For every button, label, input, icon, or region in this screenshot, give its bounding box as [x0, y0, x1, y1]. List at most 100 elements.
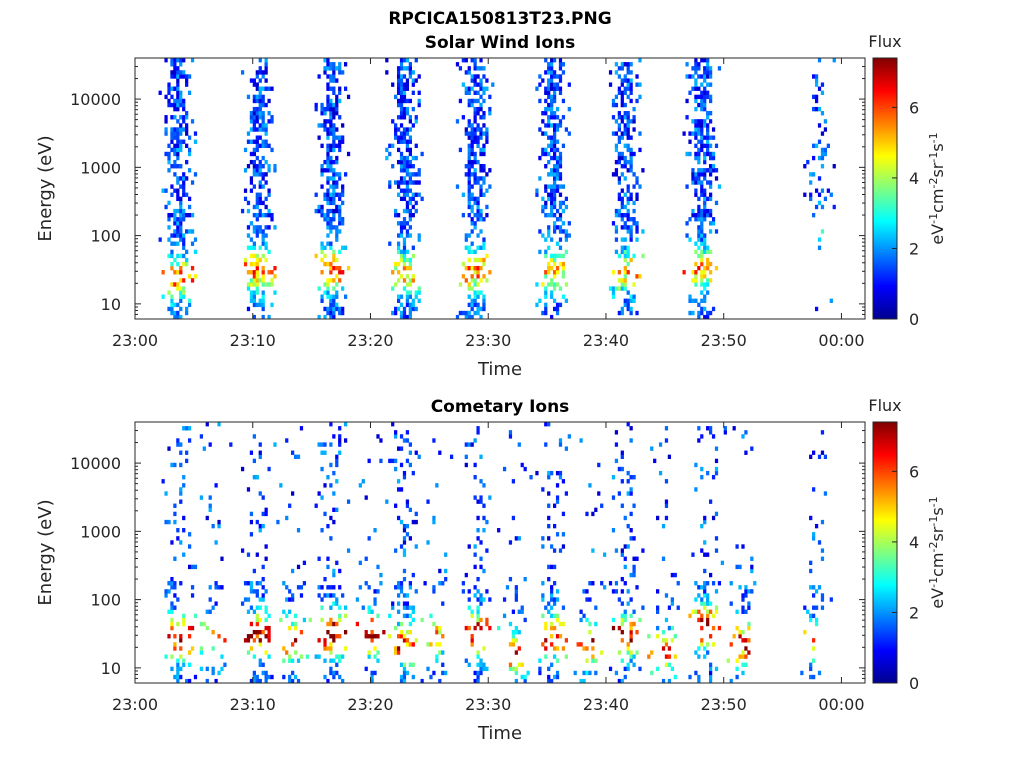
spectrogram-cell: [411, 617, 415, 623]
spectrogram-cell: [538, 74, 542, 79]
spectrogram-cell: [170, 249, 174, 255]
spectrogram-cell: [329, 78, 333, 83]
spectrogram-cell: [697, 74, 701, 79]
spectrogram-cell: [552, 135, 557, 140]
spectrogram-cell: [270, 147, 274, 153]
spectrogram-cell: [373, 589, 377, 594]
spectrogram-cell: [706, 123, 710, 128]
spectrogram-cell: [417, 286, 421, 291]
spectrogram-cell: [326, 261, 330, 267]
spectrogram-cell: [735, 609, 739, 614]
spectrogram-cell: [555, 115, 560, 120]
spectrogram-cell: [623, 270, 627, 275]
spectrogram-cell: [706, 62, 710, 67]
spectrogram-cell: [270, 86, 274, 91]
spectrogram-cell: [323, 282, 327, 287]
spectrogram-cell: [367, 609, 371, 614]
spectrogram-cell: [332, 257, 336, 263]
spectrogram-cell: [264, 196, 268, 202]
spectrogram-cell: [343, 62, 348, 67]
spectrogram-cell: [273, 442, 277, 447]
spectrogram-cell: [473, 139, 477, 144]
spectrogram-cell: [249, 78, 254, 83]
spectrogram-cell: [405, 172, 410, 177]
spectrogram-cell: [547, 66, 551, 71]
spectrogram-cell: [470, 306, 474, 312]
spectrogram-cell: [329, 143, 333, 149]
spectrogram-cell: [182, 180, 186, 185]
spectrogram-cell: [332, 74, 336, 79]
spectrogram-cell: [814, 106, 819, 112]
spectrogram-cell: [402, 164, 407, 169]
spectrogram-cell: [164, 654, 168, 659]
spectrogram-cell: [332, 66, 336, 71]
spectrogram-cell: [467, 172, 471, 177]
spectrogram-cell: [470, 274, 474, 279]
spectrogram-cell: [267, 119, 271, 124]
spectrogram-cell: [170, 282, 174, 287]
spectrogram-cell: [332, 200, 336, 206]
spectrogram-cell: [470, 196, 474, 202]
spectrogram-cell: [255, 111, 259, 116]
spectrogram-cell: [394, 265, 398, 271]
spectrogram-cell: [343, 294, 348, 299]
spectrogram-cell: [476, 670, 480, 676]
spectrogram-cell: [611, 617, 616, 623]
spectrogram-cell: [667, 662, 672, 667]
spectrogram-cell: [405, 458, 410, 464]
spectrogram-cell: [408, 115, 412, 120]
spectrogram-cell: [703, 237, 707, 242]
spectrogram-cell: [402, 662, 407, 667]
spectrogram-cell: [217, 634, 221, 639]
spectrogram-cell: [182, 286, 186, 291]
spectrogram-cell: [706, 581, 710, 586]
spectrogram-cell: [620, 188, 624, 193]
spectrogram-cell: [623, 143, 627, 149]
spectrogram-cell: [182, 528, 186, 533]
spectrogram-cell: [326, 119, 330, 124]
spectrogram-cell: [326, 180, 330, 185]
spectrogram-cell: [176, 662, 180, 667]
spectrogram-cell: [255, 270, 259, 275]
spectrogram-cell: [538, 82, 542, 87]
spectrogram-cell: [470, 204, 474, 210]
spectrogram-cell: [747, 638, 751, 643]
spectrogram-cell: [470, 302, 474, 308]
spectrogram-cell: [467, 180, 471, 185]
spectrogram-cell: [700, 613, 704, 619]
spectrogram-cell: [461, 261, 465, 267]
spectrogram-cell: [388, 151, 392, 157]
spectrogram-cell: [823, 454, 828, 460]
spectrogram-cell: [694, 241, 698, 246]
spectrogram-cell: [282, 646, 286, 651]
spectrogram-cell: [267, 638, 271, 643]
spectrogram-cell: [240, 208, 245, 214]
spectrogram-cell: [667, 654, 672, 659]
spectrogram-cell: [476, 123, 480, 128]
spectrogram-cell: [700, 261, 704, 267]
spectrogram-cell: [550, 470, 554, 476]
spectrogram-cell: [708, 98, 713, 104]
spectrogram-cell: [809, 585, 813, 590]
spectrogram-cell: [411, 204, 415, 210]
spectrogram-cell: [491, 82, 495, 87]
spectrogram-cell: [323, 450, 327, 455]
spectrogram-cell: [258, 528, 262, 533]
spectrogram-cell: [626, 123, 630, 128]
spectrogram-cell: [338, 613, 342, 619]
spectrogram-cell: [288, 609, 292, 614]
spectrogram-cell: [479, 58, 483, 63]
spectrogram-cell: [408, 188, 412, 193]
spectrogram-cell: [370, 670, 374, 676]
spectrogram-cell: [561, 274, 566, 279]
spectrogram-cell: [199, 621, 203, 627]
spectrogram-cell: [820, 450, 825, 455]
spectrogram-cell: [614, 147, 619, 153]
spectrogram-cell: [700, 192, 704, 197]
spectrogram-cell: [335, 98, 339, 104]
spectrogram-cell: [264, 625, 268, 631]
spectrogram-cell: [479, 135, 483, 140]
y-tick-label: 10000: [70, 90, 121, 109]
spectrogram-cell: [167, 253, 171, 259]
spectrogram-cell: [476, 678, 480, 684]
